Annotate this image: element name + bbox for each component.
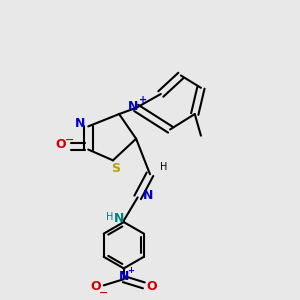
Text: S: S [112, 162, 121, 175]
Text: N: N [118, 270, 129, 283]
Text: N: N [128, 100, 138, 113]
Text: O: O [91, 280, 101, 293]
Text: +: + [139, 95, 147, 105]
Text: N: N [143, 189, 154, 202]
Text: N: N [75, 117, 86, 130]
Text: O: O [146, 280, 157, 293]
Text: −: − [99, 287, 108, 298]
Text: H: H [160, 161, 168, 172]
Text: H: H [106, 212, 114, 223]
Text: O: O [55, 138, 66, 152]
Text: +: + [127, 266, 134, 275]
Text: −: − [65, 135, 74, 145]
Text: N: N [114, 212, 124, 226]
